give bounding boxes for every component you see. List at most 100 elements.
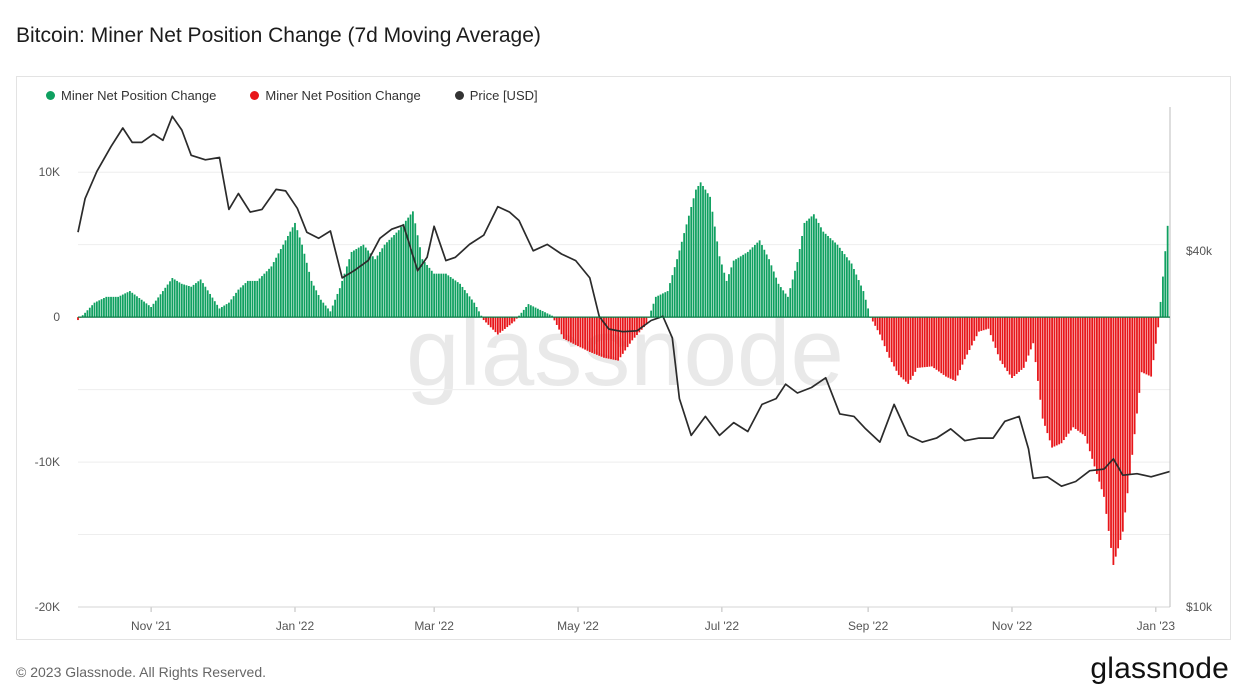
bar bbox=[277, 253, 280, 318]
bar bbox=[876, 317, 879, 331]
bar bbox=[237, 289, 240, 318]
bar bbox=[815, 218, 818, 318]
bar bbox=[904, 317, 907, 382]
bar bbox=[645, 317, 648, 325]
bar bbox=[103, 298, 105, 318]
bar bbox=[676, 259, 678, 318]
bar bbox=[428, 267, 431, 318]
bar bbox=[520, 312, 523, 318]
bar bbox=[1093, 317, 1096, 467]
bar bbox=[1166, 225, 1169, 318]
bar bbox=[284, 240, 287, 318]
bar bbox=[947, 317, 950, 378]
bar bbox=[1039, 317, 1042, 400]
bar bbox=[942, 317, 945, 375]
bar bbox=[532, 306, 535, 318]
bar bbox=[256, 280, 259, 318]
bar bbox=[935, 317, 938, 370]
bar bbox=[690, 207, 693, 318]
legend-label: Miner Net Position Change bbox=[265, 88, 421, 103]
bar bbox=[310, 280, 313, 318]
bar bbox=[166, 284, 169, 318]
bar bbox=[206, 290, 209, 318]
y-tick-label: -20K bbox=[35, 600, 60, 614]
bar bbox=[121, 294, 124, 318]
bar bbox=[919, 317, 921, 368]
bar bbox=[699, 182, 702, 318]
bar bbox=[506, 317, 509, 328]
bar bbox=[268, 268, 270, 318]
bar bbox=[857, 280, 860, 318]
bar bbox=[959, 317, 961, 371]
bar bbox=[164, 287, 167, 318]
bar bbox=[1133, 317, 1136, 435]
legend-item-net-position-positive[interactable]: Miner Net Position Change bbox=[46, 88, 216, 103]
bar bbox=[95, 301, 98, 318]
bar bbox=[966, 317, 969, 355]
bar bbox=[114, 296, 117, 318]
bar bbox=[617, 317, 619, 361]
bar bbox=[496, 317, 499, 335]
bar bbox=[555, 317, 558, 325]
bar bbox=[220, 307, 223, 318]
bar bbox=[1001, 317, 1004, 365]
bar bbox=[779, 287, 782, 318]
legend-item-net-position-negative[interactable]: Miner Net Position Change bbox=[250, 88, 421, 103]
bar bbox=[527, 304, 530, 318]
bar bbox=[390, 237, 393, 318]
bar bbox=[93, 302, 96, 318]
bar bbox=[586, 317, 589, 351]
bar bbox=[881, 317, 884, 341]
bar bbox=[400, 227, 403, 318]
bar bbox=[84, 312, 86, 318]
bar bbox=[843, 254, 846, 318]
bar bbox=[1112, 317, 1115, 565]
bar bbox=[445, 273, 447, 318]
bar bbox=[147, 305, 150, 318]
bar bbox=[890, 317, 893, 363]
y-tick-label: 10K bbox=[39, 165, 60, 179]
bar bbox=[355, 249, 358, 318]
bar bbox=[940, 317, 943, 374]
bar bbox=[230, 299, 233, 318]
bar bbox=[1077, 317, 1079, 431]
bar bbox=[791, 279, 794, 318]
bar bbox=[402, 223, 405, 318]
bar bbox=[133, 294, 136, 318]
bar bbox=[110, 296, 112, 318]
bar bbox=[454, 280, 457, 318]
bar bbox=[251, 280, 254, 318]
bar bbox=[996, 317, 999, 355]
bar bbox=[388, 239, 391, 318]
bar bbox=[126, 292, 129, 318]
bar bbox=[952, 317, 954, 380]
bar bbox=[537, 308, 539, 318]
bar bbox=[173, 279, 176, 318]
bar bbox=[1150, 317, 1153, 377]
bar bbox=[88, 307, 91, 318]
bar bbox=[579, 317, 582, 348]
bar bbox=[562, 317, 565, 339]
axes: 10K 0 -10K -20K $40k $10k Nov '21 Jan '22 Mar '2… bbox=[35, 107, 1213, 633]
bar bbox=[926, 317, 928, 367]
bar bbox=[956, 317, 959, 376]
bar bbox=[140, 299, 143, 318]
bar bbox=[204, 286, 207, 318]
bar bbox=[683, 233, 686, 318]
bar bbox=[525, 307, 528, 318]
bar bbox=[600, 317, 603, 357]
bar bbox=[789, 288, 792, 318]
bar bbox=[650, 310, 653, 318]
bar bbox=[117, 296, 119, 318]
bar bbox=[187, 285, 190, 318]
bar bbox=[949, 317, 952, 379]
legend-item-price[interactable]: Price [USD] bbox=[454, 88, 538, 103]
bar bbox=[473, 302, 476, 318]
bar bbox=[970, 317, 973, 346]
bar bbox=[633, 317, 636, 338]
bar bbox=[376, 255, 379, 318]
bar bbox=[631, 317, 634, 341]
bar bbox=[640, 317, 643, 330]
bar bbox=[1103, 317, 1105, 497]
bar bbox=[374, 259, 377, 318]
